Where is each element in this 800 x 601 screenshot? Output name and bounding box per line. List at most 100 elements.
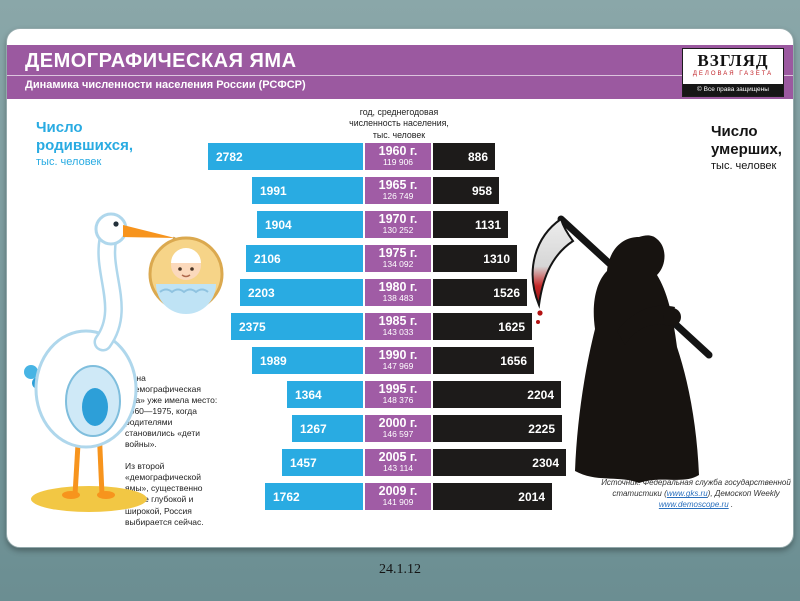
logo-copyright: © Все права защищены <box>683 84 783 96</box>
chart-row: 1267 2000 г. 146 597 2225 <box>7 415 793 442</box>
year-label: 1975 г. <box>378 246 418 261</box>
center-column-header: год, среднегодовая численность населения… <box>313 107 485 141</box>
year-label: 2000 г. <box>378 416 418 431</box>
year-box: 2000 г. 146 597 <box>365 415 431 442</box>
births-value: 1267 <box>300 421 327 436</box>
population-value: 143 033 <box>382 327 414 338</box>
vzglyad-logo: ВЗГЛЯД ДЕЛОВАЯ ГАЗЕТА © Все права защище… <box>682 48 784 97</box>
deaths-bar: 1656 <box>433 347 534 374</box>
deaths-bar: 2225 <box>433 415 562 442</box>
year-box: 1990 г. 147 969 <box>365 347 431 374</box>
reaper-arm <box>617 305 675 345</box>
births-value: 1904 <box>265 217 292 232</box>
population-value: 134 092 <box>382 259 414 270</box>
year-box: 1960 г. 119 906 <box>365 143 431 170</box>
chart-row: 1989 1990 г. 147 969 1656 <box>7 347 793 374</box>
deaths-value: 2204 <box>527 387 554 402</box>
deaths-bar: 1526 <box>433 279 527 306</box>
births-zone: 2782 <box>7 143 363 170</box>
grim-reaper-illustration <box>531 215 713 483</box>
population-value: 143 114 <box>382 463 414 474</box>
chart-row: 1991 1965 г. 126 749 958 <box>7 177 793 204</box>
deaths-zone: 2304 <box>433 449 793 476</box>
deaths-value: 2225 <box>528 421 555 436</box>
deaths-axis-units: тыс. человек <box>711 160 777 172</box>
source-text: Источник: Федеральная служба государстве… <box>601 478 791 499</box>
births-value: 1989 <box>260 353 287 368</box>
slide-panel: ДЕМОГРАФИЧЕСКАЯ ЯМА Динамика численности… <box>6 28 794 548</box>
births-bar: 2106 <box>246 245 363 272</box>
births-zone: 2203 <box>7 279 363 306</box>
births-bar: 1457 <box>282 449 363 476</box>
deaths-zone: 1131 <box>433 211 793 238</box>
births-bar: 2203 <box>240 279 363 306</box>
stork-ground <box>31 486 147 512</box>
chart-row: 1904 1970 г. 130 252 1131 <box>7 211 793 238</box>
chart-row: 1364 1995 г. 148 376 2204 <box>7 381 793 408</box>
source-text-mid: ), Демоскоп Weekly <box>707 489 780 499</box>
year-box: 1985 г. 143 033 <box>365 313 431 340</box>
population-value: 148 376 <box>382 395 414 406</box>
births-value: 1457 <box>290 455 317 470</box>
year-label: 1985 г. <box>378 314 418 329</box>
year-box: 1970 г. 130 252 <box>365 211 431 238</box>
births-zone: 1457 <box>7 449 363 476</box>
deaths-value: 2304 <box>532 455 559 470</box>
deaths-value: 1310 <box>483 251 510 266</box>
stork-head <box>94 212 128 246</box>
deaths-zone: 2014 <box>433 483 793 510</box>
deaths-bar: 958 <box>433 177 499 204</box>
year-label: 2005 г. <box>378 450 418 465</box>
deaths-axis-title: Число умерших, <box>711 123 782 158</box>
deaths-bar: 1310 <box>433 245 517 272</box>
chart-rows: 2782 1960 г. 119 906 886 1991 1965 г. 126 749 9… <box>7 143 793 517</box>
births-bar: 1267 <box>292 415 363 442</box>
births-zone: 1364 <box>7 381 363 408</box>
chart-row: 1762 2009 г. 141 909 2014 <box>7 483 793 510</box>
year-label: 1990 г. <box>378 348 418 363</box>
population-value: 138 483 <box>382 293 414 304</box>
deaths-zone: 1656 <box>433 347 793 374</box>
births-axis-label: Число родившихся, тыс. человек <box>36 119 166 169</box>
births-value: 1364 <box>295 387 322 402</box>
logo-tagline: ДЕЛОВАЯ ГАЗЕТА <box>692 71 774 78</box>
deaths-value: 1526 <box>493 285 520 300</box>
population-value: 126 749 <box>382 191 414 202</box>
deaths-zone: 2225 <box>433 415 793 442</box>
population-value: 119 906 <box>382 157 414 168</box>
deaths-zone: 1310 <box>433 245 793 272</box>
year-label: 2009 г. <box>378 484 418 499</box>
deaths-value: 1656 <box>500 353 527 368</box>
population-value: 141 909 <box>382 497 414 508</box>
notes-block: Одна «демографическая яма» уже имела мес… <box>125 373 219 539</box>
population-value: 146 597 <box>382 429 414 440</box>
births-bar: 1991 <box>252 177 363 204</box>
deaths-bar: 2304 <box>433 449 566 476</box>
deaths-zone: 1625 <box>433 313 793 340</box>
page-title: ДЕМОГРАФИЧЕСКАЯ ЯМА <box>25 50 297 72</box>
births-value: 1762 <box>273 489 300 504</box>
births-axis-title: Число родившихся, <box>36 119 134 154</box>
births-bar: 1762 <box>265 483 363 510</box>
source-link-gks[interactable]: www.gks.ru <box>666 489 708 499</box>
births-zone: 2106 <box>7 245 363 272</box>
reaper-hand <box>663 308 681 326</box>
chart-row: 2375 1985 г. 143 033 1625 <box>7 313 793 340</box>
year-box: 1995 г. 148 376 <box>365 381 431 408</box>
year-box: 1975 г. 134 092 <box>365 245 431 272</box>
births-bar: 2782 <box>208 143 363 170</box>
source-note: Источник: Федеральная служба государстве… <box>597 477 793 511</box>
source-link-demoscope[interactable]: www.demoscope.ru <box>658 500 729 510</box>
deaths-value: 886 <box>467 149 488 164</box>
center-header-line2: численность населения, <box>349 118 449 129</box>
year-box: 2009 г. 141 909 <box>365 483 431 510</box>
page-subtitle: Динамика численности населения России (Р… <box>7 75 793 91</box>
births-value: 1991 <box>260 183 287 198</box>
births-bar: 1364 <box>287 381 363 408</box>
year-label: 1960 г. <box>378 144 418 159</box>
year-label: 1995 г. <box>378 382 418 397</box>
deaths-zone: 2204 <box>433 381 793 408</box>
deaths-axis-label: Число умерших, тыс. человек <box>711 123 793 173</box>
births-value: 2782 <box>216 149 243 164</box>
year-box: 1965 г. 126 749 <box>365 177 431 204</box>
